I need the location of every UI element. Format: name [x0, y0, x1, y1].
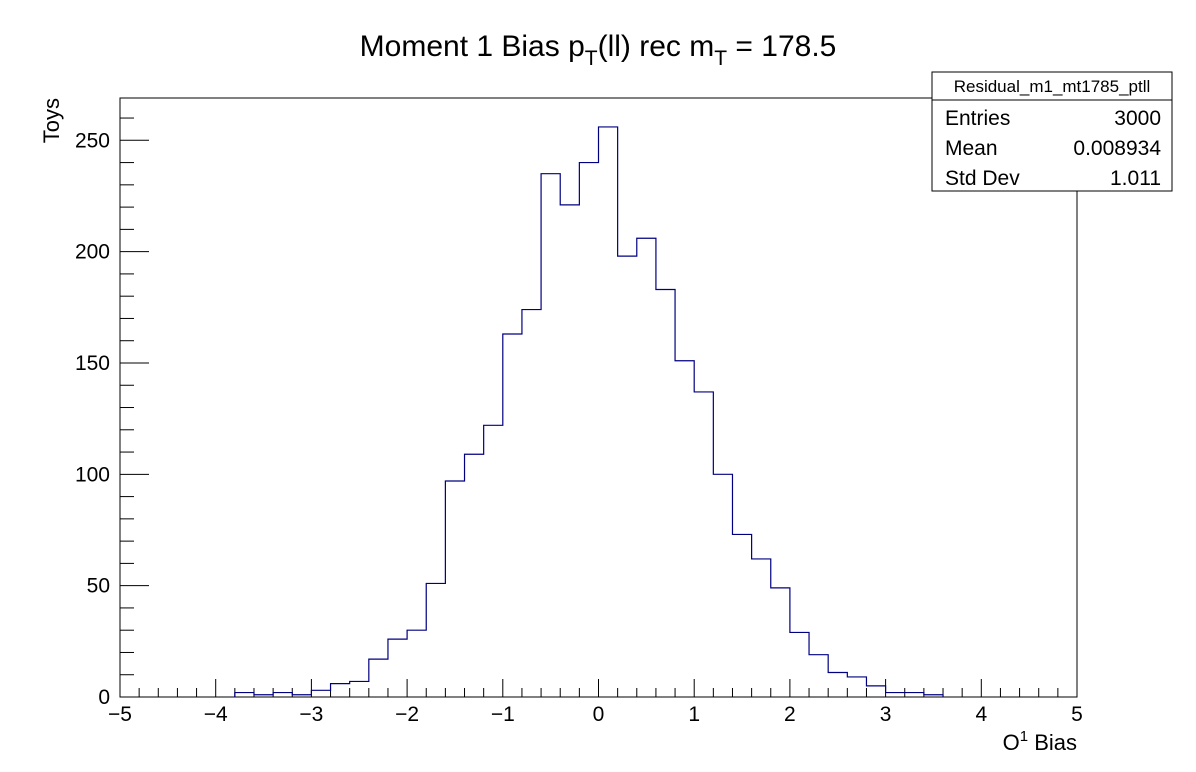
histogram-bin	[235, 693, 254, 697]
x-tick-label: −3	[299, 703, 323, 726]
y-tick-label: 100	[75, 463, 110, 486]
chart-title: Moment 1 Bias pT(ll) rec mT = 178.5	[360, 30, 837, 70]
y-axis-title: Toys	[39, 98, 64, 143]
stats-box-frame	[931, 71, 1173, 192]
histogram-bin	[311, 690, 330, 697]
y-tick-label: 250	[75, 129, 110, 152]
x-tick-label: 3	[880, 703, 892, 726]
x-tick-label: 2	[784, 703, 796, 726]
histogram-series	[234, 126, 944, 697]
histogram-bin	[732, 534, 751, 697]
histogram-bin	[599, 127, 618, 697]
x-tick-label: 0	[593, 703, 605, 726]
histogram-bin	[886, 693, 905, 697]
histogram-bin	[847, 677, 866, 697]
histogram-bin	[484, 425, 503, 697]
histogram-bin	[618, 256, 637, 697]
histogram-bins	[235, 127, 943, 697]
histogram-bin	[541, 174, 560, 697]
histogram-bin	[771, 588, 790, 697]
stats-entries-value: 3000	[1114, 107, 1161, 130]
y-tick-label: 0	[98, 686, 110, 709]
x-axis-title: O1 Bias	[1003, 728, 1077, 755]
x-axis-title-base: O	[1003, 730, 1020, 755]
x-tick-label: −4	[204, 703, 228, 726]
histogram-bin	[522, 310, 541, 697]
y-tick-label: 150	[75, 352, 110, 375]
stats-mean-label: Mean	[945, 137, 998, 160]
x-axis-title-superscript: 1	[1020, 728, 1028, 745]
histogram-bin	[905, 693, 924, 697]
stats-box-name: Residual_m1_mt1785_ptll	[954, 77, 1151, 96]
x-axis: −5 −4 −3 −2 −1 0 1 2 3 4 5	[108, 679, 1083, 726]
histogram-bin	[656, 290, 675, 697]
histogram-bin	[331, 684, 350, 697]
histogram-bin	[503, 334, 522, 697]
histogram-bin	[560, 205, 579, 697]
histogram-bin	[445, 481, 464, 697]
histogram-bin	[694, 392, 713, 697]
y-tick-label: 200	[75, 241, 110, 264]
histogram-bin	[675, 361, 694, 697]
histogram-bin	[866, 686, 885, 697]
histogram-bin	[752, 559, 771, 697]
histogram-bin	[828, 673, 847, 697]
histogram-bin	[637, 238, 656, 697]
histogram-bin	[579, 163, 598, 697]
stats-mean-value: 0.008934	[1073, 137, 1161, 160]
x-axis-title-tail: Bias	[1028, 730, 1077, 755]
histogram-bin	[465, 454, 484, 697]
histogram-bin	[426, 583, 445, 697]
x-tick-label: 1	[688, 703, 700, 726]
histogram-bin	[273, 693, 292, 697]
x-tick-label: −5	[108, 703, 132, 726]
title-tail: = 178.5	[727, 30, 836, 63]
x-tick-label: −2	[395, 703, 419, 726]
stats-stddev-value: 1.011	[1110, 167, 1161, 190]
stats-stddev-label: Std Dev	[945, 167, 1020, 190]
x-tick-label: −1	[491, 703, 515, 726]
x-tick-label: 5	[1071, 703, 1083, 726]
x-tick-label: 4	[975, 703, 987, 726]
histogram-bin	[407, 630, 426, 697]
histogram-bin	[350, 681, 369, 697]
y-axis: 0 50 100 150 200 250	[75, 117, 149, 709]
title-subscript-1: T	[585, 47, 598, 70]
histogram-bin	[388, 639, 407, 697]
histogram-bin	[790, 632, 809, 697]
histogram-bin	[809, 655, 828, 697]
title-subscript-2: T	[714, 47, 727, 70]
histogram-bin	[369, 659, 388, 697]
stats-entries-label: Entries	[945, 107, 1010, 130]
title-main: Moment 1 Bias p	[360, 30, 585, 63]
stats-box: Residual_m1_mt1785_ptll Entries 3000 Mea…	[931, 71, 1173, 192]
histogram-bin	[713, 474, 732, 697]
title-mid: (ll) rec m	[598, 30, 715, 63]
y-tick-label: 50	[87, 575, 110, 598]
